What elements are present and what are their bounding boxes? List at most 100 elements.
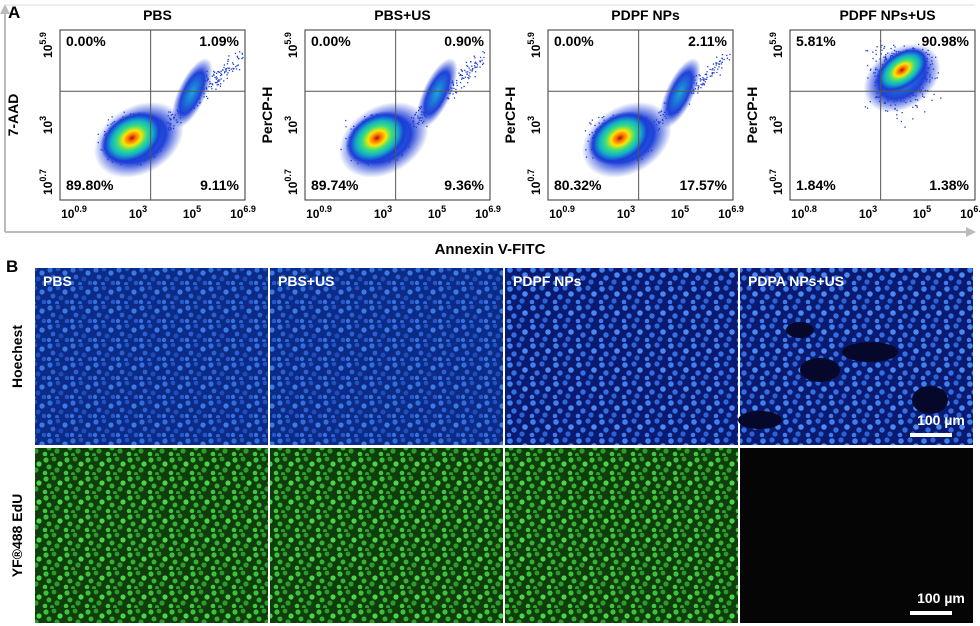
cell-event xyxy=(916,105,918,107)
cell-event xyxy=(721,61,723,63)
cell-event xyxy=(241,53,243,55)
plot-title: PDPF NPs+US xyxy=(839,7,935,23)
cell-event xyxy=(236,55,238,57)
cell-event xyxy=(474,61,477,63)
tick-label: 105 xyxy=(913,204,931,221)
tick-base: 10 xyxy=(771,121,785,135)
image-area xyxy=(505,448,738,623)
cell-event xyxy=(213,73,215,75)
micrograph xyxy=(740,448,973,623)
cell-event xyxy=(901,112,903,114)
column-label: PBS+US xyxy=(278,273,334,289)
tick-exponent: 5.9 xyxy=(283,32,293,45)
tick-exponent: 5 xyxy=(196,204,201,214)
micrograph xyxy=(505,448,738,623)
cell-event xyxy=(211,88,213,90)
density-core xyxy=(100,111,164,165)
flow-plot: 0.00% 0.90%89.74% 9.36%PBS+USPerCP-H105.91… xyxy=(259,7,501,221)
tick-exponent: 5 xyxy=(684,204,689,214)
cell-event xyxy=(728,59,730,61)
cell-event xyxy=(883,47,885,50)
cell-event xyxy=(716,56,718,58)
image-area xyxy=(35,448,268,623)
cell-event xyxy=(474,66,476,69)
cell-event xyxy=(225,69,227,71)
cell-event xyxy=(881,44,883,46)
tick-exponent: 5 xyxy=(926,204,931,214)
tick-label: 105 xyxy=(428,204,446,221)
cell-event xyxy=(875,53,877,55)
tick-base: 10 xyxy=(671,207,685,221)
cell-event xyxy=(107,119,110,121)
cell-event xyxy=(224,71,226,73)
flow-plot: 0.00% 2.11%80.32% 17.57%PDPF NPsPerCP-H105… xyxy=(502,7,744,221)
tick-base: 10 xyxy=(183,207,197,221)
quadrant-percent: 1.09% xyxy=(199,33,239,49)
plot-title: PDPF NPs xyxy=(611,7,680,23)
cell-event xyxy=(479,66,481,68)
cell-event xyxy=(715,64,717,66)
cell-event xyxy=(460,68,462,71)
tick-base: 10 xyxy=(859,207,873,221)
cell-event xyxy=(880,53,882,55)
y-axis-label: PerCP-H xyxy=(259,87,275,144)
cell-event xyxy=(455,92,458,94)
quadrant-percent: 1.38% xyxy=(929,177,969,193)
cell-event xyxy=(461,70,463,72)
cell-event xyxy=(220,70,222,72)
cell-event xyxy=(237,56,239,58)
cell-event xyxy=(237,64,239,66)
cell-event xyxy=(704,81,706,83)
cell-event xyxy=(215,78,217,80)
cell-event xyxy=(471,65,473,67)
cell-event xyxy=(461,78,463,80)
tick-exponent: 5 xyxy=(441,204,446,214)
cell-event xyxy=(865,49,867,52)
cell-event xyxy=(712,68,714,70)
cell-event xyxy=(924,111,926,113)
cell-event xyxy=(216,81,218,84)
cell-event xyxy=(225,70,227,73)
density-core xyxy=(588,111,652,165)
scale-bar-label: 100 µm xyxy=(917,590,965,606)
quadrant-percent: 9.11% xyxy=(200,177,239,193)
cell-event xyxy=(703,84,705,86)
tick-label: 105 xyxy=(671,204,689,221)
cell-event xyxy=(709,75,712,77)
column-label: PDPA NPs+US xyxy=(748,273,844,289)
tick-base: 10 xyxy=(41,44,55,58)
cell-event xyxy=(461,77,463,79)
cell-event xyxy=(226,63,229,65)
cell-event xyxy=(469,76,471,78)
cell-event xyxy=(893,44,895,46)
tick-label: 103 xyxy=(617,204,635,221)
panel-label: B xyxy=(6,257,18,276)
cell-event xyxy=(241,57,243,60)
tick-label: 103 xyxy=(38,116,55,134)
cell-event xyxy=(460,74,462,76)
tick-base: 10 xyxy=(960,207,974,221)
cell-event xyxy=(468,77,470,80)
empty-area xyxy=(800,358,840,382)
tick-exponent: 0.9 xyxy=(562,204,575,214)
tick-exponent: 3 xyxy=(630,204,635,214)
cell-event xyxy=(216,77,218,79)
quadrant-percent: 89.74% xyxy=(311,177,359,193)
cell-event xyxy=(479,60,481,62)
tick-exponent: 3 xyxy=(526,116,536,121)
cell-event xyxy=(896,117,898,120)
tick-exponent: 5.9 xyxy=(526,32,536,45)
cell-event xyxy=(474,57,476,59)
quadrant-percent: 80.32% xyxy=(554,177,602,193)
cell-event xyxy=(215,81,217,84)
tick-exponent: 6.9 xyxy=(243,204,256,214)
plot-title: PBS+US xyxy=(374,7,430,23)
cell-event xyxy=(890,47,892,50)
plot-title: PBS xyxy=(143,7,172,23)
cell-event xyxy=(700,83,702,85)
cell-event xyxy=(720,63,722,65)
tick-exponent: 0.9 xyxy=(74,204,87,214)
tick-exponent: 6.9 xyxy=(731,204,744,214)
cell-event xyxy=(711,73,713,75)
row-label: Hoechest xyxy=(9,325,25,388)
